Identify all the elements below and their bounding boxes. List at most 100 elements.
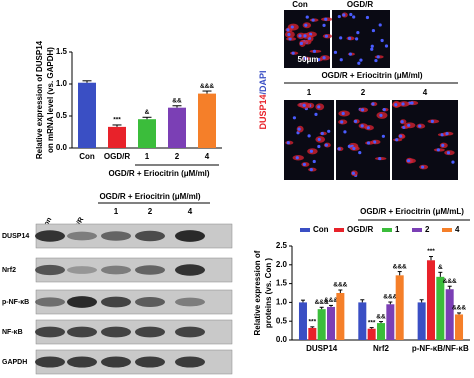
x-tick-label: Con [79, 152, 95, 161]
nucleus [299, 41, 303, 46]
bar [336, 293, 345, 340]
nucleus [290, 25, 294, 29]
y-tick-label: 0.0 [276, 335, 288, 344]
row-label: Nrf2 [2, 267, 16, 274]
y-tick-label: 2.5 [276, 241, 288, 250]
nucleus [324, 17, 328, 21]
y-axis-label: on mRNA level (vs. GAPDH) [46, 47, 55, 153]
nucleus [349, 12, 353, 17]
nucleus [291, 51, 295, 55]
nucleus [292, 116, 297, 120]
nucleus [358, 151, 362, 155]
nucleus [351, 171, 355, 175]
nucleus [302, 162, 306, 167]
lane-label: 2 [148, 207, 153, 216]
micrograph [336, 100, 390, 180]
blot-band [101, 296, 131, 308]
stain-dapi: /DAPI [258, 70, 268, 94]
bar [376, 323, 386, 340]
nucleus [343, 130, 347, 134]
nucleus [286, 141, 290, 145]
micrograph [284, 100, 334, 180]
lane-label: 1 [114, 207, 119, 216]
nucleus [366, 141, 371, 145]
nucleus [340, 120, 344, 124]
nucleus [317, 58, 321, 62]
blot-band [101, 231, 131, 241]
nucleus [366, 126, 370, 130]
nucleus [407, 123, 411, 127]
error-bar [300, 299, 305, 303]
nucleus [309, 149, 314, 153]
y-tick-label: 1.5 [276, 279, 288, 288]
bar [198, 93, 216, 148]
nucleus [373, 140, 377, 144]
micrograph [332, 10, 390, 68]
nucleus [376, 55, 380, 59]
x-tick-label: 4 [205, 152, 210, 161]
nucleus [400, 120, 404, 124]
significance-label: & [145, 109, 150, 116]
significance-label: &&& [324, 297, 338, 304]
y-axis-label: proteins (vs. Con ) [264, 258, 273, 329]
blot-band [135, 230, 165, 242]
nucleus [339, 36, 343, 40]
nucleus [398, 134, 403, 138]
significance-label: *** [427, 248, 435, 255]
nucleus [359, 58, 363, 62]
legend-swatch [442, 228, 452, 232]
nucleus [295, 156, 299, 160]
nucleus [357, 61, 361, 65]
significance-label: &&& [333, 282, 347, 289]
bar [395, 275, 404, 340]
bar [138, 119, 156, 148]
bar [386, 304, 395, 340]
nucleus [304, 23, 308, 27]
significance-label: &&& [383, 294, 397, 301]
nucleus [380, 38, 384, 43]
error-bar [397, 271, 402, 276]
y-tick-label: 1.0 [56, 79, 68, 88]
stain-label: DUSP14/DAPI [258, 70, 268, 129]
nucleus [384, 44, 389, 48]
error-bar [360, 299, 365, 303]
bar [317, 309, 326, 340]
blot-strip [35, 223, 233, 249]
nucleus [341, 111, 345, 116]
micrograph [392, 100, 458, 180]
nucleus [303, 56, 307, 60]
nucleus [317, 137, 321, 142]
blot-band [135, 265, 165, 275]
y-tick-label: 1.5 [56, 47, 68, 56]
scale-bar-label: 50μm [298, 55, 319, 64]
nucleus [286, 28, 290, 32]
nucleus [401, 102, 405, 106]
y-tick-label: 0.0 [56, 143, 68, 152]
blot-band [135, 297, 165, 307]
nucleus [418, 124, 422, 128]
nucleus [339, 58, 343, 62]
nucleus [379, 113, 383, 117]
nucleus [333, 50, 338, 54]
blot-band [101, 265, 131, 275]
nucleus [356, 31, 360, 35]
nucleus [317, 144, 321, 149]
blot-band [101, 356, 131, 368]
row-label: p-NF-κB [2, 299, 29, 306]
nucleus [288, 37, 292, 41]
nucleus [394, 103, 398, 107]
legend-label: 1 [395, 225, 400, 234]
significance-label: &&& [452, 305, 466, 312]
error-bar [388, 301, 393, 305]
nucleus [307, 134, 311, 138]
error-bar [172, 105, 182, 108]
nucleus [436, 148, 440, 152]
nucleus [309, 168, 313, 172]
nucleus [446, 151, 451, 155]
nucleus [347, 36, 352, 40]
error-bar [438, 271, 443, 277]
nucleus [327, 129, 331, 133]
legend-label: Con [313, 225, 329, 234]
significance-label: *** [368, 319, 376, 326]
blot-band [67, 326, 97, 338]
